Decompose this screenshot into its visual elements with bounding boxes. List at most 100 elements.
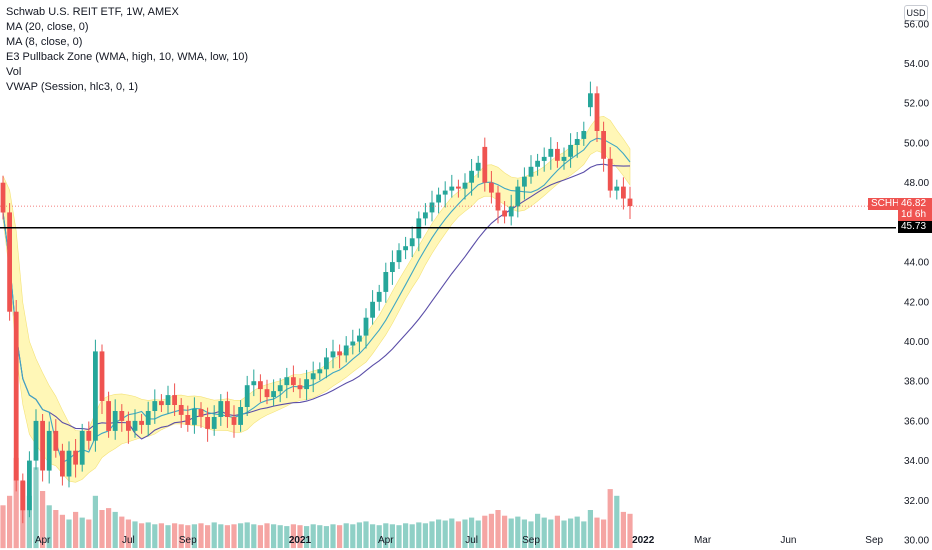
legend-ma8[interactable]: MA (8, close, 0)	[6, 36, 83, 48]
x-tick-label: Sep	[179, 535, 197, 546]
candle-body	[429, 202, 435, 213]
currency-button[interactable]: USD	[904, 5, 928, 21]
x-tick-label: Jul	[122, 535, 135, 546]
volume-bar	[389, 524, 395, 549]
candle-body	[139, 420, 144, 425]
volume-bar	[614, 495, 620, 549]
volume-bar	[502, 515, 508, 548]
volume-bar	[627, 513, 633, 548]
x-tick-label: Sep	[522, 535, 540, 546]
y-tick-label: 38.00	[904, 377, 929, 388]
candle-body	[350, 341, 356, 346]
volume-bar	[304, 526, 310, 548]
volume-bar	[290, 524, 296, 549]
y-tick-label: 30.00	[904, 536, 929, 547]
volume-bar	[396, 525, 402, 548]
volume-bar	[191, 524, 197, 549]
volume-bar	[205, 525, 211, 548]
candle-body	[601, 131, 606, 159]
volume-bar	[554, 515, 560, 548]
volume-bar	[73, 511, 79, 548]
candle-body	[192, 409, 197, 425]
volume-bar	[297, 525, 303, 548]
legend-vwap[interactable]: VWAP (Session, hlc3, 0, 1)	[6, 81, 139, 93]
candle-body	[172, 395, 177, 405]
volume-bar	[119, 516, 125, 548]
candle-body	[555, 148, 560, 161]
volume-bar	[574, 516, 580, 548]
volume-bar	[244, 522, 250, 549]
volume-bar	[548, 519, 554, 548]
volume-bar	[271, 524, 277, 549]
volume-bar	[158, 523, 164, 548]
x-tick-label: Apr	[378, 535, 394, 546]
volume-bar	[416, 522, 422, 549]
candle-body	[218, 401, 224, 417]
legend-volume[interactable]: Vol	[6, 66, 22, 78]
volume-bar	[53, 510, 59, 548]
volume-bar	[330, 524, 336, 549]
candle-body	[528, 166, 534, 177]
candle-body	[588, 93, 593, 108]
volume-bar	[587, 510, 593, 548]
volume-bar	[436, 519, 442, 548]
legend-e3-pullback-zone[interactable]: E3 Pullback Zone (WMA, high, 10, WMA, lo…	[6, 51, 249, 63]
volume-bar	[59, 514, 65, 549]
candle-body	[409, 238, 415, 247]
volume-bar	[277, 525, 283, 548]
volume-bar	[218, 524, 224, 549]
x-tick-label: Apr	[35, 535, 51, 546]
volume-bar	[383, 523, 389, 548]
y-tick-label: 44.00	[904, 258, 929, 269]
volume-bar	[343, 523, 349, 548]
last-price-label: 46.82 1d 6h	[898, 198, 932, 222]
last-price-value: 46.82	[901, 198, 927, 209]
candle-body	[449, 186, 455, 191]
volume-bar	[561, 520, 567, 548]
candle-body	[594, 93, 600, 131]
legend-ma20[interactable]: MA (20, close, 0)	[6, 21, 89, 33]
candle-body	[73, 450, 78, 465]
volume-bar	[376, 525, 382, 548]
legend-title[interactable]: Schwab U.S. REIT ETF, 1W, AMEX	[6, 6, 179, 18]
candle-body	[271, 391, 276, 398]
candle-body	[337, 351, 342, 356]
x-tick-label: Mar	[694, 535, 712, 546]
y-tick-label: 50.00	[904, 139, 929, 150]
candle-body	[581, 131, 587, 139]
volume-bar	[528, 521, 534, 548]
candle-body	[357, 335, 362, 342]
candle-body	[423, 212, 428, 219]
candle-body	[330, 351, 336, 358]
volume-bar	[231, 524, 237, 549]
candle-body	[205, 417, 210, 429]
candle-body	[621, 186, 626, 199]
candle-body	[244, 385, 250, 407]
candle-body	[86, 430, 92, 441]
volume-bar	[370, 524, 376, 549]
candle-body	[475, 162, 481, 171]
volume-bar	[482, 515, 488, 548]
candle-body	[178, 405, 184, 415]
volume-bar	[66, 519, 72, 548]
candle-body	[376, 291, 382, 302]
y-tick-label: 48.00	[904, 178, 929, 189]
volume-bar	[257, 525, 263, 548]
candle-body	[27, 460, 32, 511]
volume-bar	[620, 511, 626, 548]
candle-body	[482, 146, 488, 183]
candle-body	[145, 411, 151, 425]
volume-bar	[594, 517, 600, 548]
volume-bar	[607, 489, 613, 548]
volume-bar	[251, 524, 257, 549]
candle-body	[324, 357, 329, 370]
volume-bar	[99, 510, 105, 548]
candle-body	[7, 212, 12, 312]
candle-body	[363, 317, 369, 336]
candle-body	[0, 182, 6, 213]
volume-bar	[568, 518, 574, 548]
volume-bar	[350, 524, 356, 549]
bar-countdown: 1d 6h	[901, 209, 927, 220]
candle-body	[33, 420, 39, 461]
